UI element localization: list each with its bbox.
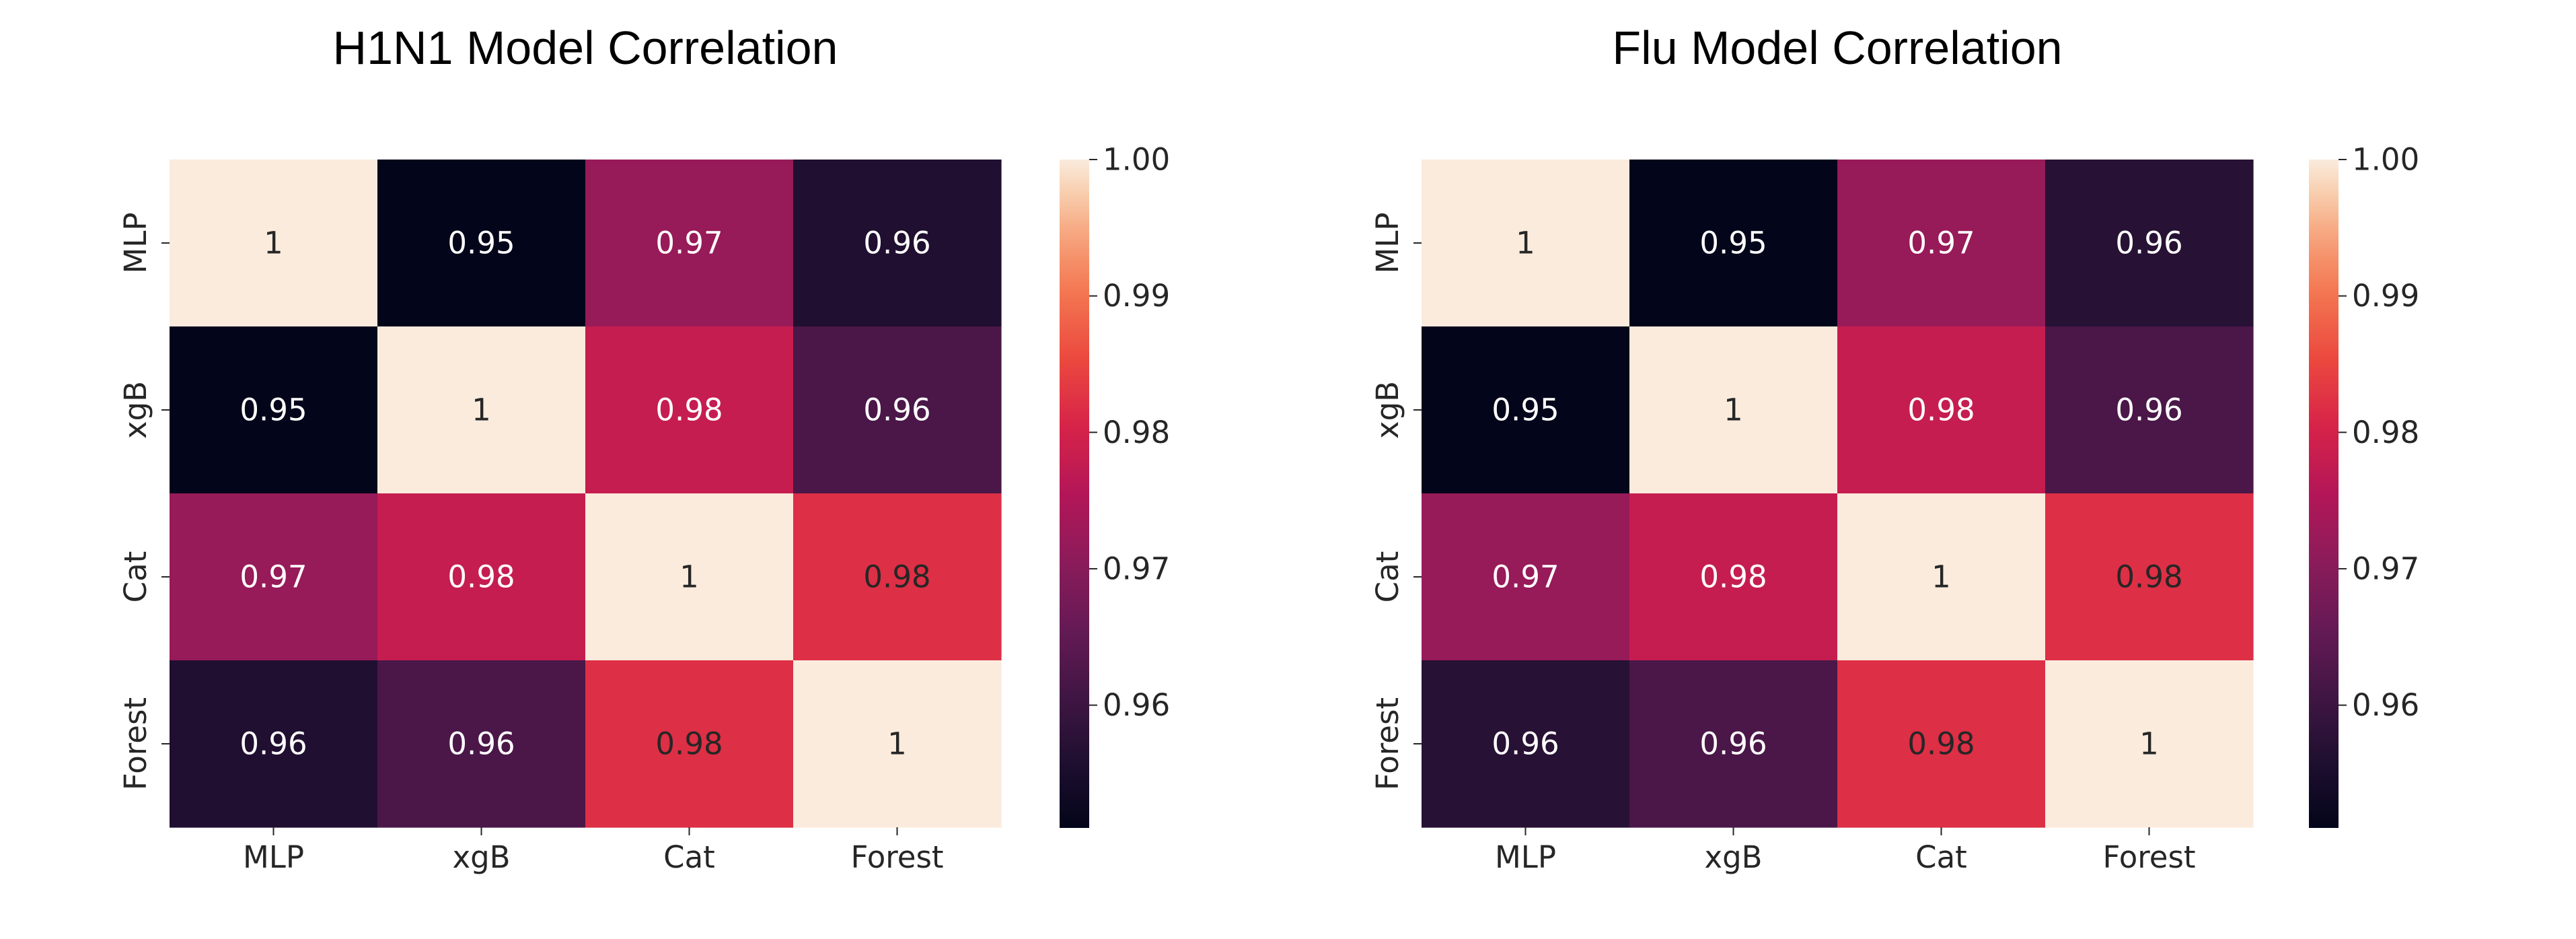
y-tick-label: MLP [118, 212, 153, 273]
cell-annotation: 0.98 [447, 559, 515, 595]
cell-annotation: 0.98 [1907, 392, 1975, 428]
heatmap-cell-xgb-forest [2045, 326, 2254, 494]
cell-annotation: 0.96 [863, 392, 930, 428]
heatmap-panel-h1n1: H1N1 Model Correlation 1 0.95 0.97 0.96 0.95 1… [118, 22, 1170, 875]
heatmap-cell-cat-forest [793, 493, 1002, 661]
heatmap-cell-mlp-forest [793, 160, 1002, 327]
cell-annotation: 0.95 [447, 225, 515, 261]
colorbar-tick-label: 0.98 [1103, 415, 1170, 450]
cell-annotation: 1 [887, 726, 907, 762]
cell-annotation: 0.96 [240, 726, 307, 762]
cell-annotation: 0.96 [1492, 726, 1559, 762]
colorbar-tick-label: 0.99 [1103, 278, 1170, 314]
y-tick-label: MLP [1370, 212, 1405, 273]
cell-annotation: 0.95 [240, 392, 307, 428]
heatmap-cell-cat-xgb [1629, 493, 1838, 661]
cell-annotation: 1 [264, 225, 283, 261]
colorbar-tick-label: 0.99 [2352, 278, 2419, 314]
cell-annotation: 0.96 [447, 726, 515, 762]
colorbar-tick-label: 0.97 [2352, 551, 2419, 586]
cell-annotation: 0.98 [655, 726, 723, 762]
heatmap-cell-mlp-mlp [170, 160, 378, 327]
heatmap-cell-forest-xgb [377, 660, 586, 828]
heatmap-cell-xgb-cat [1837, 326, 2046, 494]
colorbar-tick-label: 1.00 [2352, 142, 2419, 178]
colorbar [1060, 160, 1089, 828]
heatmap-cell-xgb-mlp [1422, 326, 1630, 494]
heatmap-cell-forest-forest [2045, 660, 2254, 828]
cell-annotation: 0.96 [863, 225, 930, 261]
y-tick-label: Forest [1370, 697, 1405, 790]
y-tick-label: Forest [118, 697, 153, 790]
cell-annotation: 1 [679, 559, 699, 595]
cell-annotation: 0.98 [863, 559, 930, 595]
colorbar-tick-label: 0.98 [2352, 415, 2419, 450]
heatmap-cell-cat-forest [2045, 493, 2254, 661]
heatmap-cell-mlp-forest [2045, 160, 2254, 327]
heatmap-cell-mlp-mlp [1422, 160, 1630, 327]
cell-annotation: 1 [1724, 392, 1743, 428]
chart-title: Flu Model Correlation [1612, 22, 2062, 74]
heatmap-cell-cat-xgb [377, 493, 586, 661]
cell-annotation: 0.98 [2115, 559, 2182, 595]
heatmap-cell-mlp-xgb [377, 160, 586, 327]
cell-annotation: 1 [1516, 225, 1535, 261]
heatmap-cell-forest-cat [1837, 660, 2046, 828]
cell-annotation: 0.96 [2115, 392, 2182, 428]
y-tick-label: xgB [118, 381, 153, 439]
x-tick-label: Forest [2102, 839, 2195, 875]
heatmap-cell-xgb-forest [793, 326, 1002, 494]
y-tick-label: xgB [1370, 381, 1405, 439]
colorbar-tick-label: 1.00 [1103, 142, 1170, 178]
heatmap-cell-cat-mlp [1422, 493, 1630, 661]
heatmap-cell-xgb-xgb [377, 326, 586, 494]
cell-annotation: 0.98 [1699, 559, 1767, 595]
cell-annotation: 0.98 [1907, 726, 1975, 762]
y-tick-label: Cat [118, 551, 153, 603]
cell-annotation: 0.97 [1907, 225, 1975, 261]
x-tick-label: Cat [1915, 839, 1967, 875]
x-tick-label: MLP [243, 839, 304, 875]
heatmap-cell-forest-mlp [170, 660, 378, 828]
x-tick-label: xgB [452, 839, 510, 875]
y-tick-label: Cat [1370, 551, 1405, 603]
heatmap-cell-forest-mlp [1422, 660, 1630, 828]
colorbar [2309, 160, 2339, 828]
cell-annotation: 0.97 [240, 559, 307, 595]
cell-annotation: 0.97 [655, 225, 723, 261]
heatmap-panel-flu: Flu Model Correlation 1 0.95 0.97 0.96 0.95 1 0… [1370, 22, 2419, 875]
cell-annotation: 0.95 [1492, 392, 1559, 428]
cell-annotation: 0.98 [655, 392, 723, 428]
cell-annotation: 0.97 [1492, 559, 1559, 595]
heatmap-cell-cat-mlp [170, 493, 378, 661]
heatmap-cell-xgb-xgb [1629, 326, 1838, 494]
heatmap-cell-mlp-cat [585, 160, 794, 327]
heatmap-cell-forest-xgb [1629, 660, 1838, 828]
heatmap-cell-xgb-mlp [170, 326, 378, 494]
heatmap-cell-mlp-xgb [1629, 160, 1838, 327]
cell-annotation: 0.95 [1699, 225, 1767, 261]
cell-annotation: 1 [2139, 726, 2159, 762]
heatmap-cell-cat-cat [1837, 493, 2046, 661]
heatmap-cell-forest-cat [585, 660, 794, 828]
heatmap-cell-cat-cat [585, 493, 794, 661]
x-tick-label: Forest [850, 839, 943, 875]
cell-annotation: 1 [1931, 559, 1951, 595]
cell-annotation: 0.96 [1699, 726, 1767, 762]
x-tick-label: xgB [1704, 839, 1762, 875]
heatmap-cell-mlp-cat [1837, 160, 2046, 327]
colorbar-tick-label: 0.97 [1103, 551, 1170, 586]
heatmap-cell-forest-forest [793, 660, 1002, 828]
chart-title: H1N1 Model Correlation [333, 22, 838, 74]
x-tick-label: Cat [663, 839, 715, 875]
cell-annotation: 1 [472, 392, 491, 428]
heatmap-cell-xgb-cat [585, 326, 794, 494]
x-tick-label: MLP [1495, 839, 1556, 875]
colorbar-tick-label: 0.96 [2352, 687, 2419, 723]
colorbar-tick-label: 0.96 [1103, 687, 1170, 723]
cell-annotation: 0.96 [2115, 225, 2182, 261]
